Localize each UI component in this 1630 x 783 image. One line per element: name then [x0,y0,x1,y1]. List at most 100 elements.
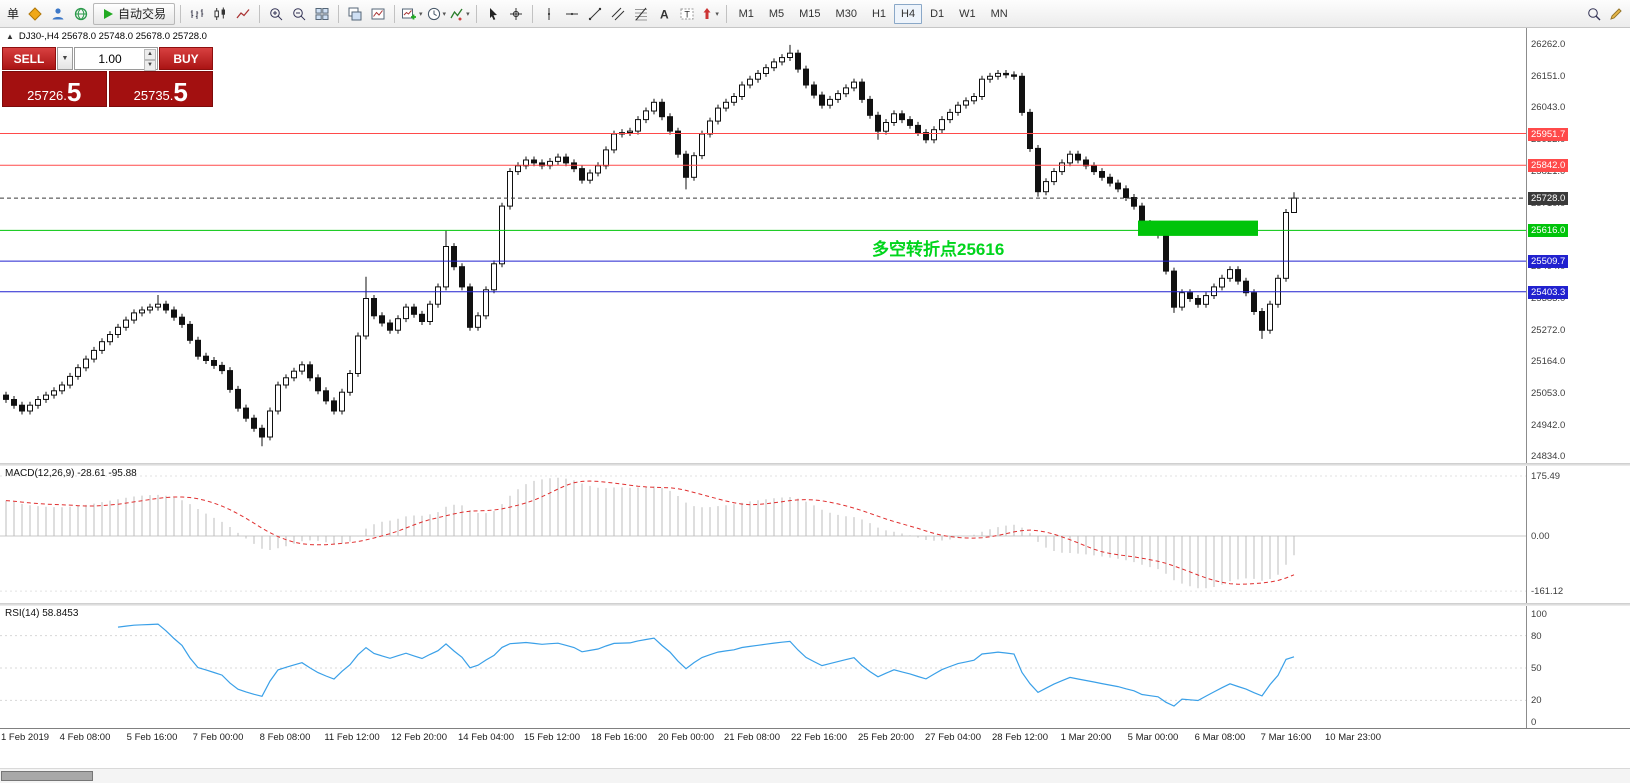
new-order-button[interactable]: 单 [7,7,20,21]
tile-windows-button[interactable] [311,3,333,25]
hline-price-label: 25842.0 [1528,159,1569,172]
timeframe-d1-button[interactable]: D1 [930,7,945,20]
timeframe-mn-button[interactable]: MN [990,7,1008,20]
price-tick: 26151.0 [1531,71,1566,82]
toolbar-separator [475,4,477,23]
toolbar-separator [394,4,396,23]
horizontal-scrollbar-thumb[interactable] [1,771,93,781]
diamond-button[interactable] [24,3,46,25]
cascade-windows-icon [348,7,362,20]
vertical-line-tool-button[interactable] [538,3,560,25]
timeframe-h4-button[interactable]: H4 [894,3,923,24]
horizontal-scrollbar-track[interactable] [0,768,1630,783]
buy-price-display[interactable]: 25735. 5 [108,71,213,107]
main-toolbar: 单 自动交易 ▾ ▾ [0,0,1630,28]
toolbar-separator [338,4,340,23]
zoom-in-button[interactable] [265,3,287,25]
price-tick: 24942.0 [1531,420,1566,431]
time-axis-label: 21 Feb 08:00 [724,732,780,743]
line-chart-button[interactable] [232,3,254,25]
periods-dropdown[interactable]: ▾ [442,10,447,18]
price-tick: 26043.0 [1531,102,1566,113]
timeframe-m1-button[interactable]: M1 [738,7,754,20]
price-tick: 25164.0 [1531,356,1566,367]
price-axis[interactable]: 26262.026151.026043.025932.025821.025710… [1526,28,1630,728]
fibonacci-tool-button[interactable] [630,3,652,25]
arrange-windows-button[interactable] [344,3,366,25]
search-icon [1588,7,1601,20]
edit-button[interactable] [1605,3,1627,25]
chart-annotation-text[interactable]: 多空转折点25616 [872,240,1005,259]
time-axis[interactable]: 1 Feb 2019 4 Feb 08:00 5 Feb 16:00 7 Feb 00… [0,728,1630,746]
timeframe-m30-button[interactable]: M30 [835,7,857,20]
rsi-axis-label: 20 [1531,695,1542,706]
new-chart-button[interactable]: ▾ [400,3,424,25]
rsi-panel-chart[interactable] [0,606,1526,728]
hline-price-label: 25403.3 [1528,286,1569,299]
crosshair-icon [509,7,522,20]
symbol-ohlc-text: DJ30-,H4 25678.0 25748.0 25678.0 25728.0 [18,31,207,42]
play-icon [104,8,114,19]
accounts-button[interactable] [47,3,69,25]
periods-button[interactable]: ▾ [425,3,448,25]
new-chart-dropdown[interactable]: ▾ [419,10,423,18]
time-axis-label: 1 Feb 2019 [1,732,50,743]
time-axis-label: 6 Mar 08:00 [1194,732,1246,743]
label-tool-button[interactable]: T [676,3,698,25]
autotrading-button[interactable]: 自动交易 [93,2,176,25]
rsi-axis-label: 0 [1531,717,1537,728]
arrows-dropdown[interactable]: ▾ [715,10,719,18]
indicators-button[interactable]: ▾ [448,3,471,25]
panel-separator[interactable] [0,603,1630,606]
trendline-icon [588,7,601,20]
time-axis-label: 7 Feb 00:00 [192,732,244,743]
rsi-indicator-label: RSI(14) 58.8453 [5,608,79,619]
timeframe-m5-button[interactable]: M5 [768,7,785,20]
arrows-tool-button[interactable]: ▾ [699,3,721,25]
panel-separator[interactable] [0,463,1630,466]
new-chart-icon [402,8,417,19]
zoom-in-icon [270,7,283,20]
volume-up-button[interactable]: ▲ [144,49,156,60]
bar-chart-button[interactable] [186,3,208,25]
rsi-axis-label: 80 [1531,631,1542,642]
timeframe-w1-button[interactable]: W1 [959,7,976,20]
buy-button[interactable]: BUY [159,47,213,70]
label-t-icon: T [680,8,694,19]
crosshair-button[interactable] [505,3,527,25]
cursor-button[interactable] [482,3,504,25]
volume-down-button[interactable]: ▼ [144,60,156,71]
window-chart-icon [371,8,385,19]
community-button[interactable] [70,3,92,25]
horizontal-line-tool-button[interactable] [561,3,583,25]
svg-text:T: T [684,9,690,19]
trendline-tool-button[interactable] [584,3,606,25]
macd-axis-label: 0.00 [1531,531,1550,542]
candlestick-chart[interactable] [0,28,1526,464]
time-axis-label: 28 Feb 12:00 [992,732,1048,743]
search-button[interactable] [1583,3,1605,25]
symbol-ohlc-readout: ▲ DJ30-,H4 25678.0 25748.0 25678.0 25728… [6,31,207,42]
zoom-out-button[interactable] [288,3,310,25]
bar-chart-icon [190,8,204,19]
timeframe-h1-button[interactable]: H1 [871,7,887,20]
restore-windows-button[interactable] [367,3,389,25]
sell-price-display[interactable]: 25726. 5 [2,71,107,107]
candlestick-view-button[interactable] [209,3,231,25]
trade-mode-dropdown[interactable]: ▼ [57,47,73,70]
time-axis-label: 25 Feb 20:00 [858,732,914,743]
macd-axis-label: 175.49 [1531,471,1561,482]
channel-tool-button[interactable] [607,3,629,25]
indicators-dropdown[interactable]: ▾ [466,10,470,18]
volume-input[interactable] [75,48,157,69]
tile-grid-icon [315,7,329,20]
timeframe-m15-button[interactable]: M15 [799,7,821,20]
sell-price-big-digit: 5 [66,76,82,107]
current-price-label: 25728.0 [1528,192,1569,205]
time-axis-label: 10 Mar 23:00 [1325,732,1381,743]
text-tool-button[interactable]: A [653,3,675,25]
one-click-collapse-icon[interactable]: ▲ [6,32,14,41]
clock-icon [427,7,440,20]
sell-button[interactable]: SELL [2,47,56,70]
macd-panel-chart[interactable] [0,466,1526,604]
